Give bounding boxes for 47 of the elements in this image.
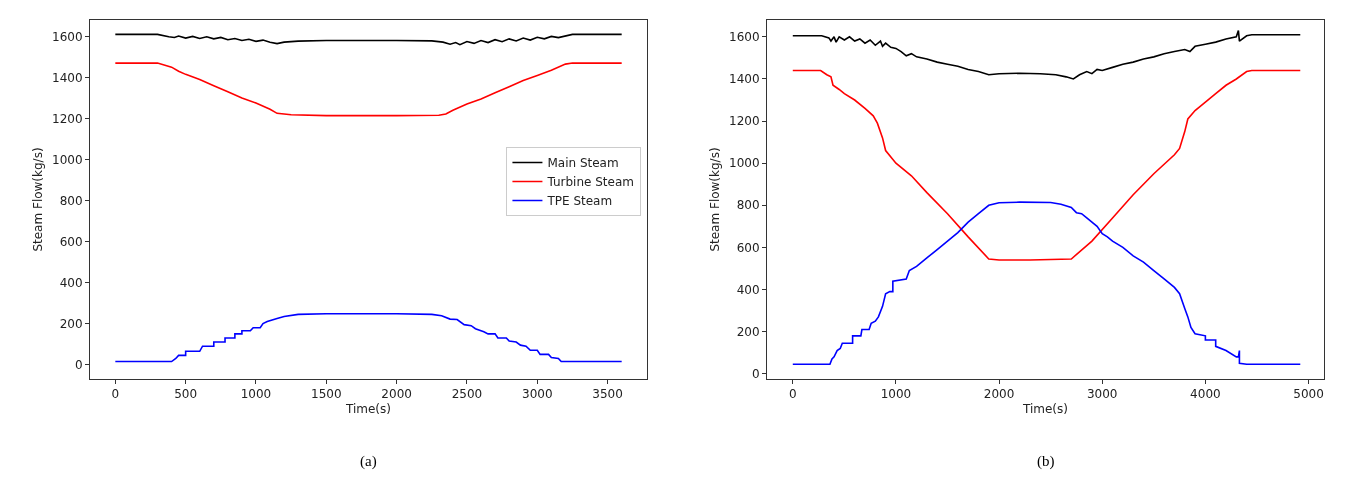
y-tick-label: 800 [736,198,760,213]
x-tick-label: 1000 [880,387,912,402]
x-tick-label: 1000 [240,387,272,402]
y-tick-label: 800 [59,193,83,208]
line-series [114,62,623,117]
line-series [791,201,1302,366]
y-axis-title: Steam Flow(kg/s) [31,147,46,252]
y-tick-label: 0 [74,357,83,372]
y-tick-label: 400 [59,275,83,290]
y-tick-label: 600 [736,240,760,255]
y-tick-label: 600 [59,234,83,249]
x-tick-label: 2500 [451,387,483,402]
line-series [791,29,1302,80]
x-tick-label: 0 [111,387,120,402]
y-tick-label: 200 [736,324,760,339]
y-tick-label: 0 [751,366,760,381]
legend-label: TPE Steam [546,194,613,209]
legend-label: Turbine Steam [546,175,634,190]
y-tick-label: 1600 [52,29,83,44]
legend-label: Main Steam [547,156,619,171]
x-tick-label: 1500 [311,387,342,402]
x-tick-label: 0 [788,387,797,402]
text: (a) [360,453,377,470]
x-tick-label: 3000 [1086,387,1118,402]
text: (b) [1037,453,1055,470]
x-tick-label: 500 [174,387,198,402]
y-tick-label: 1400 [729,72,760,87]
x-tick-label: 4000 [1190,387,1221,402]
x-tick-label: 2000 [983,387,1015,402]
x-tick-label: 5000 [1293,387,1324,402]
x-axis-title: Time(s) [345,402,391,417]
x-axis-title: Time(s) [1022,402,1068,417]
y-tick-label: 1200 [52,111,83,126]
x-tick-label: 3500 [592,387,623,402]
y-tick-label: 1200 [729,114,760,129]
line-series [114,33,623,46]
x-tick-label: 2000 [381,387,412,402]
line-series [114,312,623,363]
y-tick-label: 1000 [729,156,760,171]
y-tick-label: 200 [59,316,83,331]
x-tick-label: 3000 [522,387,553,402]
y-axis-title: Steam Flow(kg/s) [708,147,723,252]
y-tick-label: 1000 [52,152,83,167]
y-tick-label: 1400 [52,70,83,85]
y-tick-label: 1600 [729,30,760,45]
line-series [791,69,1302,261]
y-tick-label: 400 [736,282,760,297]
